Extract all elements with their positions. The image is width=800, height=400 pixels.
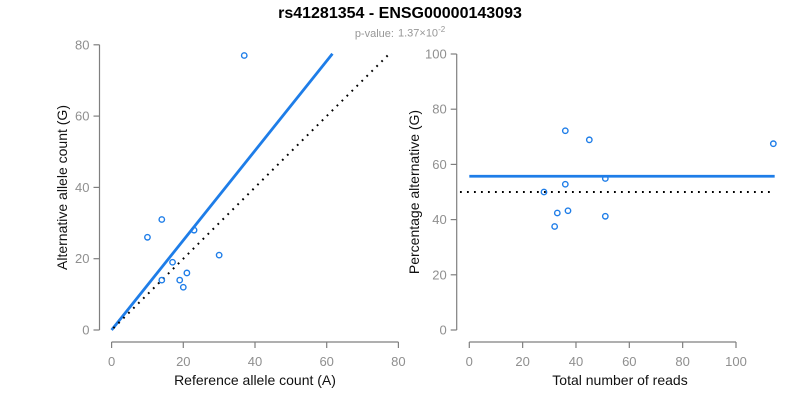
x-tick-label: 0 [466,354,473,369]
pvalue-exponent: -2 [438,25,446,34]
data-point [551,223,559,230]
y-tick-label: 60 [432,157,446,172]
data-point [564,207,572,215]
identity-line [112,54,389,329]
data-point [240,52,248,59]
x-tick-label: 0 [108,354,115,369]
data-point [158,276,166,284]
pvalue-label: p-value: [354,27,394,40]
data-point [561,127,569,135]
left-chart: 0 20 40 60 80 0 20 40 60 80 Reference allele count… [54,37,406,388]
y-tick-label: 40 [432,212,446,227]
right-chart: 0 20 40 60 80 100 0 20 40 60 80 100 Total number of … [406,47,777,388]
data-point [601,212,609,220]
y-tick-label: 80 [75,37,89,52]
y-tick-label: 80 [432,102,446,117]
x-tick-label: 40 [569,354,583,369]
data-point [215,251,223,259]
pvalue-times-sign: × [419,27,426,40]
x-tick-label: 20 [176,354,190,369]
y-tick-label: 0 [439,323,446,338]
data-point [190,226,198,234]
data-point [601,175,609,182]
y-tick-label: 100 [425,47,447,62]
data-point [585,136,593,144]
y-tick-label: 40 [75,180,89,195]
x-tick-label: 40 [248,354,262,369]
data-point [158,216,166,223]
pvalue-subtitle: p-value: 1.37×10-2 [0,25,800,40]
x-tick-label: 80 [391,354,405,369]
fit-line [110,52,334,331]
y-tick-label: 20 [432,267,446,282]
x-axis-label: Reference allele count (A) [174,372,336,388]
y-tick-label: 60 [75,109,89,124]
y-axis-label: Percentage alternative (G) [406,110,422,274]
page-title: rs41281354 - ENSG00000143093 [278,5,522,22]
data-point [144,233,151,241]
x-tick-label: 20 [515,354,529,369]
x-tick-label: 60 [622,354,636,369]
y-tick-label: 20 [75,251,89,266]
data-point [769,140,777,148]
data-point [553,209,561,217]
y-tick-label: 0 [82,323,89,338]
pvalue-base: 10 [425,27,439,40]
data-point [540,188,548,196]
data-point [183,269,191,277]
data-point [176,276,184,284]
y-axis-label: Alternative allele count (G) [54,105,70,270]
pvalue-coefficient: 1.37 [397,27,420,40]
data-point [179,283,187,291]
x-tick-label: 60 [319,354,333,369]
x-tick-label: 100 [725,354,747,369]
x-axis-label: Total number of reads [552,372,687,388]
x-tick-label: 80 [675,354,689,369]
data-point [561,180,569,188]
data-point [169,258,176,266]
